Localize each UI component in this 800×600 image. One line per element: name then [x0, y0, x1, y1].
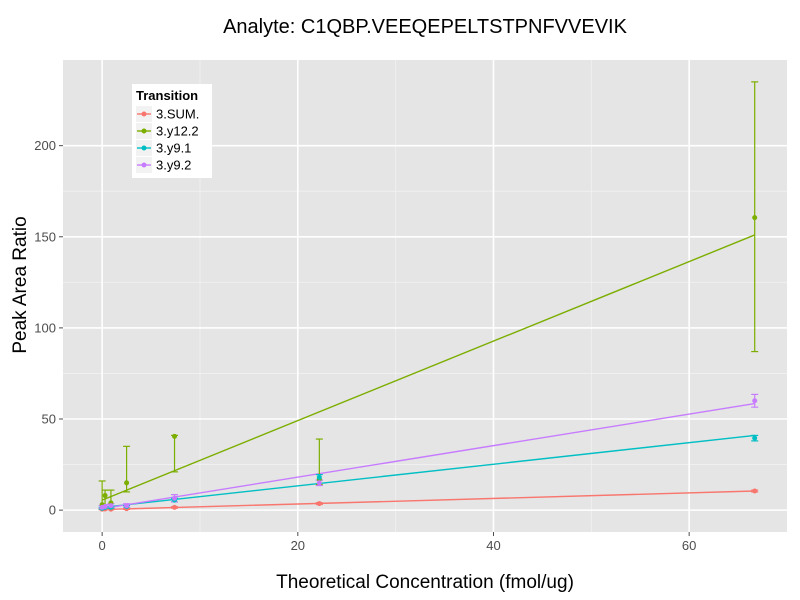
x-tick-label: 0	[99, 538, 106, 553]
x-axis-title: Theoretical Concentration (fmol/ug)	[276, 572, 574, 593]
y-tick-label: 150	[34, 229, 56, 244]
x-tick-label: 60	[682, 538, 696, 553]
legend-item-3-y9-1: 3.y9.1	[136, 140, 191, 156]
fit-line-3-y9-2	[102, 402, 755, 510]
data-point-3-y12-2	[124, 480, 130, 486]
legend-key-point	[141, 128, 147, 134]
y-tick-label: 100	[34, 320, 56, 335]
y-axis-ticks: 0 50 100 150 200	[34, 138, 63, 518]
grid-lines	[63, 60, 787, 532]
data-point-3-y9-2	[172, 495, 178, 501]
x-axis-ticks: 0 20 40 60	[99, 532, 696, 553]
data-point-3-y9-2	[316, 480, 322, 486]
legend-label: 3.y9.2	[156, 158, 191, 173]
y-axis-title: Peak Area Ratio	[10, 216, 31, 353]
legend-item-3-y12-2: 3.y12.2	[136, 123, 199, 139]
data-point-3-sum	[752, 488, 758, 494]
fit-lines	[101, 234, 755, 511]
legend-key-point	[141, 162, 147, 168]
data-point-3-y9-1	[752, 435, 758, 441]
legend-label: 3.y12.2	[156, 124, 199, 139]
legend-key-point	[141, 111, 147, 117]
x-tick-label: 20	[291, 538, 305, 553]
legend: Transition 3.SUM. 3.y12.2 3.y9.1 3.y9.2	[132, 84, 212, 178]
fit-line-3-y12-2	[101, 234, 755, 501]
data-point-3-y12-2	[172, 433, 178, 439]
y-tick-label: 0	[49, 503, 56, 518]
legend-label: 3.y9.1	[156, 141, 191, 156]
data-point-3-y9-2	[752, 398, 758, 404]
data-point-3-y12-2	[102, 493, 108, 499]
y-tick-label: 200	[34, 138, 56, 153]
data-point-3-y9-2	[124, 503, 130, 509]
legend-title: Transition	[136, 88, 198, 103]
fit-line-3-sum	[102, 490, 755, 511]
chart-title: Analyte: C1QBP.VEEQEPELTSTPNFVVEVIK	[223, 16, 628, 38]
legend-item-3-sum: 3.SUM.	[136, 106, 199, 122]
data-points	[99, 215, 758, 512]
data-point-3-y9-2	[108, 503, 114, 509]
legend-label: 3.SUM.	[156, 107, 199, 122]
data-point-3-y9-1	[316, 474, 322, 480]
data-point-3-sum	[316, 501, 322, 507]
data-point-3-y12-2	[752, 215, 758, 221]
y-tick-label: 50	[42, 412, 56, 427]
data-point-3-sum	[172, 504, 178, 510]
x-tick-label: 40	[486, 538, 500, 553]
fit-line-3-y9-1	[102, 434, 755, 509]
legend-key-point	[141, 145, 147, 151]
data-point-3-y9-2	[102, 503, 108, 509]
legend-item-3-y9-2: 3.y9.2	[136, 157, 191, 173]
